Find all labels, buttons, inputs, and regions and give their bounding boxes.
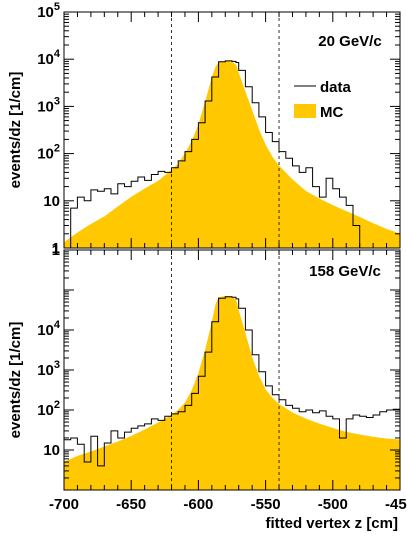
legend-mc-label: MC (320, 104, 343, 121)
bottom-vertical-dashed-lines (171, 250, 280, 490)
top-y-tick-label-5: 1 (52, 240, 60, 257)
bottom-x-axis-ticks: -700 -650 -600 -550 -500 -450 (49, 250, 407, 513)
bottom-y-tick-label-1: 104 (37, 319, 61, 339)
legend-mc-swatch (294, 104, 316, 118)
x-tick-label-3: -550 (251, 496, 281, 513)
top-y-tick-label-0: 105 (37, 1, 60, 21)
top-data-histogram (64, 60, 361, 248)
bottom-y-axis-ticks: 1 104 103 102 10 (37, 242, 400, 491)
bottom-y-tick-label-0: 1 (52, 242, 60, 259)
top-energy-label: 20 GeV/c (318, 33, 381, 50)
legend-data-label: data (320, 79, 352, 96)
x-tick-label-1: -650 (116, 496, 146, 513)
top-data-line (64, 60, 361, 248)
top-y-tick-label-3: 102 (37, 143, 60, 163)
top-y-tick-label-1: 104 (37, 48, 61, 68)
panel-bottom-158gev: 1 104 103 102 10 -700 -650 -600 -550 -500 -450 15… (7, 242, 407, 532)
bottom-mc-histogram (64, 295, 400, 490)
top-y-tick-label-2: 103 (37, 95, 60, 115)
top-plot-frame (63, 11, 401, 249)
x-tick-label-0: -700 (49, 496, 79, 513)
top-x-axis-ticks (63, 12, 401, 248)
bottom-y-tick-label-3: 102 (37, 399, 60, 419)
x-axis-title: fitted vertex z [cm] (265, 515, 398, 532)
bottom-mc-area (64, 295, 400, 490)
x-tick-label-2: -600 (183, 496, 213, 513)
bottom-y-axis-title: events/dz [1/cm] (7, 322, 24, 439)
bottom-data-line (64, 296, 400, 467)
bottom-y-tick-label-2: 103 (37, 359, 60, 379)
bottom-data-histogram (64, 296, 400, 467)
x-tick-label-5: -450 (385, 496, 407, 513)
legend: data MC (294, 79, 352, 121)
x-tick-label-4: -500 (318, 496, 348, 513)
bottom-energy-label: 158 GeV/c (309, 263, 381, 280)
bottom-y-tick-label-4: 10 (43, 442, 60, 459)
top-y-tick-label-4: 10 (43, 193, 60, 210)
top-y-axis-title: events/dz [1/cm] (7, 72, 24, 189)
